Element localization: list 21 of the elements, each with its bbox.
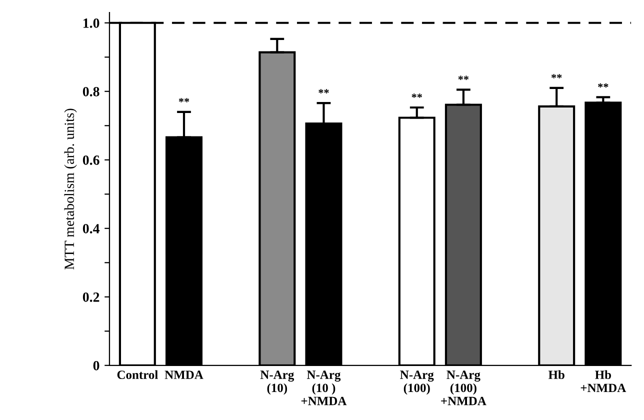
annotation: **: [598, 83, 608, 88]
annotation: **: [552, 74, 562, 78]
x-tick-label: N-Arg (10): [260, 370, 294, 395]
y-tick-label: 0: [93, 360, 100, 370]
x-tick-label: N-Arg (100) +NMDA: [441, 370, 486, 406]
x-tick-label: N-Arg (100): [400, 370, 434, 395]
annotation: **: [458, 76, 469, 80]
annotation: **: [412, 94, 422, 98]
y-tick-label: 0.6: [82, 155, 100, 165]
x-tick-label: Hb: [548, 370, 564, 380]
x-tick-label: N-Arg (10 ) +NMDA: [301, 370, 347, 406]
y-tick-label: 0.8: [82, 86, 100, 96]
y-tick-label: 0.2: [82, 292, 100, 302]
y-axis-title: MTT metabolism (arb. units): [64, 108, 77, 270]
x-tick-label: Control: [117, 370, 158, 380]
y-tick-label: 0.4: [82, 224, 100, 234]
y-tick-label: 1.0: [84, 18, 100, 28]
annotation: **: [318, 89, 329, 94]
x-tick-label: NMDA: [164, 370, 204, 379]
x-tick-label: Hb +NMDA: [580, 370, 626, 392]
annotation: **: [178, 98, 190, 102]
